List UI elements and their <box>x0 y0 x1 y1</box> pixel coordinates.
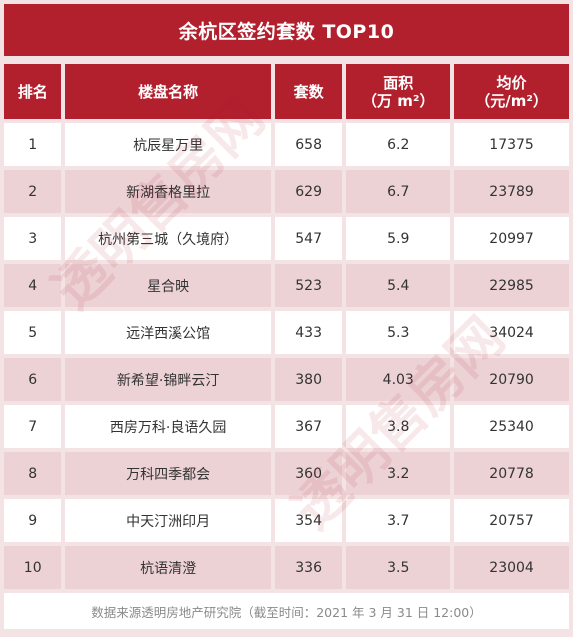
area-cell: 3.7 <box>346 499 451 542</box>
header-name: 楼盘名称 <box>65 64 271 119</box>
header-rank: 排名 <box>4 64 62 119</box>
header-area-unit: （万 m²） <box>362 91 435 110</box>
price-cell: 23004 <box>454 546 569 589</box>
count-cell: 433 <box>274 311 343 354</box>
name-cell: 新希望·锦畔云汀 <box>65 358 271 401</box>
rank-cell: 4 <box>4 264 62 307</box>
rank-cell: 2 <box>4 170 62 213</box>
count-cell: 547 <box>274 217 343 260</box>
table-row: 6 新希望·锦畔云汀 380 4.03 20790 <box>4 358 569 401</box>
price-cell: 34024 <box>454 311 569 354</box>
area-cell: 5.4 <box>346 264 451 307</box>
count-cell: 658 <box>274 123 343 166</box>
area-cell: 4.03 <box>346 358 451 401</box>
table-header-row: 排名 楼盘名称 套数 面积 （万 m²） 均价 （元/m²） <box>4 64 569 119</box>
header-price-unit: （元/m²） <box>475 91 548 110</box>
rank-cell: 10 <box>4 546 62 589</box>
area-cell: 5.9 <box>346 217 451 260</box>
table-row: 1 杭辰星万里 658 6.2 17375 <box>4 123 569 166</box>
header-area: 面积 （万 m²） <box>346 64 451 119</box>
data-source-note: 数据来源透明房地产研究院（截至时间：2021 年 3 月 31 日 12:00） <box>4 593 569 629</box>
name-cell: 星合映 <box>65 264 271 307</box>
header-count: 套数 <box>274 64 343 119</box>
area-cell: 3.5 <box>346 546 451 589</box>
count-cell: 523 <box>274 264 343 307</box>
table-row: 3 杭州第三城（久境府） 547 5.9 20997 <box>4 217 569 260</box>
price-cell: 20778 <box>454 452 569 495</box>
name-cell: 远洋西溪公馆 <box>65 311 271 354</box>
name-cell: 万科四季都会 <box>65 452 271 495</box>
price-cell: 17375 <box>454 123 569 166</box>
area-cell: 3.2 <box>346 452 451 495</box>
table-row: 5 远洋西溪公馆 433 5.3 34024 <box>4 311 569 354</box>
name-cell: 杭语清澄 <box>65 546 271 589</box>
area-cell: 5.3 <box>346 311 451 354</box>
header-area-label: 面积 <box>383 73 414 92</box>
count-cell: 360 <box>274 452 343 495</box>
price-cell: 22985 <box>454 264 569 307</box>
rank-cell: 8 <box>4 452 62 495</box>
rank-cell: 9 <box>4 499 62 542</box>
table-row: 7 西房万科·良语久园 367 3.8 25340 <box>4 405 569 448</box>
area-cell: 6.7 <box>346 170 451 213</box>
header-price: 均价 （元/m²） <box>454 64 569 119</box>
name-cell: 杭州第三城（久境府） <box>65 217 271 260</box>
price-cell: 20997 <box>454 217 569 260</box>
rank-cell: 1 <box>4 123 62 166</box>
table-row: 4 星合映 523 5.4 22985 <box>4 264 569 307</box>
price-cell: 20790 <box>454 358 569 401</box>
rank-cell: 7 <box>4 405 62 448</box>
count-cell: 354 <box>274 499 343 542</box>
table-row: 8 万科四季都会 360 3.2 20778 <box>4 452 569 495</box>
count-cell: 380 <box>274 358 343 401</box>
name-cell: 西房万科·良语久园 <box>65 405 271 448</box>
price-cell: 20757 <box>454 499 569 542</box>
table-title: 余杭区签约套数 TOP10 <box>4 4 569 56</box>
table-row: 10 杭语清澄 336 3.5 23004 <box>4 546 569 589</box>
name-cell: 新湖香格里拉 <box>65 170 271 213</box>
area-cell: 3.8 <box>346 405 451 448</box>
header-price-label: 均价 <box>496 73 527 92</box>
table-row: 9 中天汀洲印月 354 3.7 20757 <box>4 499 569 542</box>
price-cell: 25340 <box>454 405 569 448</box>
rank-cell: 5 <box>4 311 62 354</box>
count-cell: 367 <box>274 405 343 448</box>
rank-cell: 3 <box>4 217 62 260</box>
name-cell: 杭辰星万里 <box>65 123 271 166</box>
price-cell: 23789 <box>454 170 569 213</box>
table-row: 2 新湖香格里拉 629 6.7 23789 <box>4 170 569 213</box>
area-cell: 6.2 <box>346 123 451 166</box>
count-cell: 336 <box>274 546 343 589</box>
count-cell: 629 <box>274 170 343 213</box>
name-cell: 中天汀洲印月 <box>65 499 271 542</box>
ranking-table: 排名 楼盘名称 套数 面积 （万 m²） 均价 （元/m²） 1 杭辰星万里 6… <box>0 60 573 593</box>
rank-cell: 6 <box>4 358 62 401</box>
